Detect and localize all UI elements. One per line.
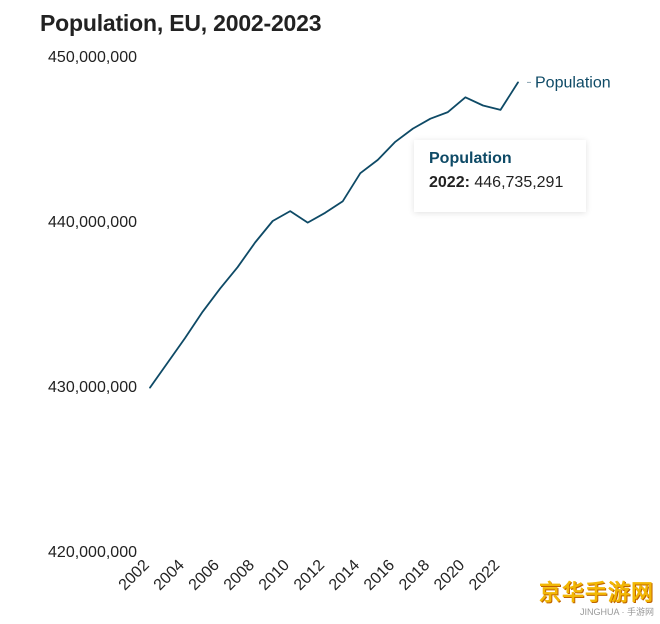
x-tick-label: 2010 (256, 557, 293, 594)
watermark-subtitle: JINGHUA · 手游网 (579, 607, 654, 617)
y-tick-label: 450,000,000 (48, 49, 137, 66)
tooltip-year: 2022 (429, 174, 465, 191)
y-tick-label: 420,000,000 (48, 544, 137, 561)
chart-title: Population, EU, 2002-2023 (40, 10, 322, 36)
y-tick-label: 440,000,000 (48, 214, 137, 231)
x-tick-label: 2016 (361, 557, 398, 594)
x-tick-label: 2020 (431, 557, 468, 594)
y-tick-label: 430,000,000 (48, 379, 137, 396)
watermark: 京华手游网 JINGHUA · 手游网 (539, 575, 654, 618)
x-axis-ticks: 2002200420062008201020122014201620182020… (116, 557, 504, 594)
x-tick-label: 2008 (221, 557, 258, 594)
watermark-logo: 京华手游网 (538, 580, 654, 605)
x-tick-label: 2002 (116, 557, 153, 594)
x-tick-label: 2022 (466, 557, 503, 594)
tooltip-series-name: Population (429, 150, 512, 167)
tooltip-value-line: 2022: 446,735,291 (429, 174, 564, 191)
x-tick-label: 2004 (151, 557, 188, 594)
y-axis-ticks: 420,000,000 430,000,000 440,000,000 450,000… (48, 49, 137, 561)
x-tick-label: 2014 (326, 557, 363, 594)
series-line (149, 81, 519, 389)
legend-layer: Population (527, 74, 611, 91)
tooltip-value: 446,735,291 (474, 174, 564, 191)
x-tick-label: 2006 (186, 557, 223, 594)
series-layer (149, 81, 519, 389)
legend-label-population: Population (535, 74, 611, 91)
x-tick-label: 2018 (396, 557, 433, 594)
x-tick-label: 2012 (291, 557, 328, 594)
data-tooltip: Population 2022: 446,735,291 (414, 140, 586, 212)
